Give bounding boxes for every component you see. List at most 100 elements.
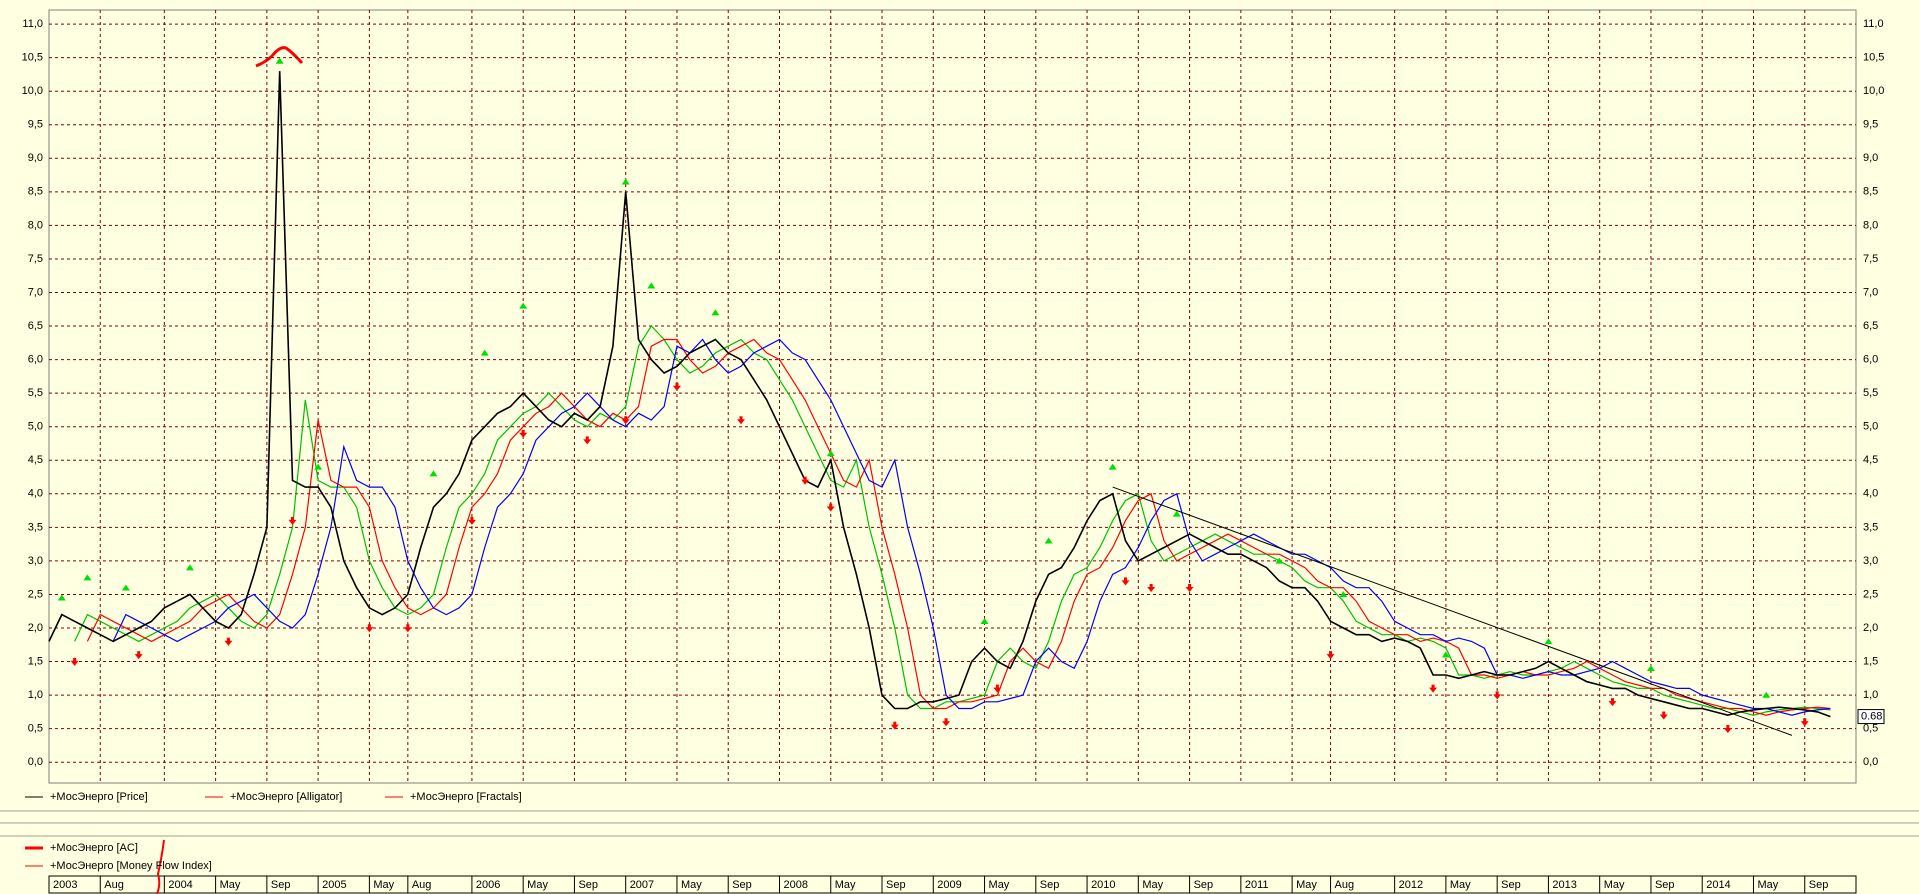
y-tick-label: 9,0: [28, 152, 43, 164]
fractal-down: [365, 624, 374, 633]
y-tick-label-right: 8,5: [1863, 186, 1878, 198]
y-tick-label-right: 9,0: [1863, 152, 1878, 164]
y-tick-label: 5,0: [28, 421, 43, 433]
y-tick-label-right: 6,5: [1863, 320, 1878, 332]
fractal-down: [1185, 584, 1194, 593]
plot-frame: [48, 9, 1857, 784]
x-tick-label: Sep: [271, 879, 291, 891]
last-value-box: [1857, 709, 1885, 725]
y-tick-label: 7,5: [28, 253, 43, 265]
x-tick-label: 2003: [53, 879, 77, 891]
x-tick-label: Sep: [1501, 879, 1521, 891]
fractal-down: [737, 416, 746, 425]
x-tick-label: 2011: [1245, 879, 1269, 891]
x-tick-label: 2004: [168, 879, 192, 891]
x-tick-label: May: [527, 879, 548, 891]
fractal-down: [1429, 684, 1438, 693]
legend-label: +МосЭнерго [Price]: [50, 791, 148, 803]
fractal-down: [942, 718, 951, 727]
fractal-down: [890, 721, 899, 730]
y-tick-label: 2,5: [28, 588, 43, 600]
x-tick-label: May: [1757, 879, 1778, 891]
x-tick-label: May: [220, 879, 241, 891]
y-tick-label: 11,0: [22, 18, 43, 30]
legend-label: +МосЭнерго [Alligator]: [230, 791, 342, 803]
fractal-down: [224, 637, 233, 646]
fractal-down: [801, 476, 810, 485]
y-tick-label-right: 2,0: [1863, 622, 1878, 634]
y-tick-label: 4,0: [28, 488, 43, 500]
fractal-down: [1121, 577, 1130, 586]
y-tick-label: 8,0: [28, 219, 43, 231]
y-tick-label: 5,5: [28, 387, 43, 399]
x-tick-label: May: [1142, 879, 1163, 891]
fractal-down: [1800, 718, 1809, 727]
hand-annotation: [255, 46, 304, 68]
y-tick-label-right: 3,0: [1863, 555, 1878, 567]
y-tick-label: 9,5: [28, 119, 43, 131]
y-tick-label-right: 4,0: [1863, 488, 1878, 500]
y-tick-label-right: 3,5: [1863, 521, 1878, 533]
price-line: [48, 71, 1831, 718]
y-tick-label-right: 0,0: [1863, 756, 1878, 768]
fractal-up: [480, 349, 489, 356]
fractal-up: [826, 450, 835, 457]
x-tick-label: May: [1296, 879, 1317, 891]
fractal-down: [1723, 724, 1732, 733]
fractal-down: [826, 503, 835, 512]
y-tick-label: 6,5: [28, 320, 43, 332]
fractal-down: [519, 429, 528, 438]
fractal-up: [1441, 651, 1450, 658]
alligator-line: [112, 338, 1831, 716]
x-tick-label: Aug: [412, 879, 432, 891]
y-tick-label: 10,5: [22, 52, 43, 64]
x-tick-label: May: [681, 879, 702, 891]
x-tick-label: Sep: [578, 879, 598, 891]
x-tick-label: May: [989, 879, 1010, 891]
fractal-down: [1493, 691, 1502, 700]
fractal-down: [583, 436, 592, 445]
fractal-up: [429, 470, 438, 477]
x-tick-label: 2005: [322, 879, 346, 891]
x-tick-label: Sep: [1040, 879, 1060, 891]
x-tick-label: Sep: [1655, 879, 1675, 891]
last-value-label: 0.68: [1861, 710, 1882, 722]
y-tick-label: 0,0: [28, 756, 43, 768]
fractal-up: [1646, 664, 1655, 671]
y-tick-label: 2,0: [28, 622, 43, 634]
y-tick-label: 7,0: [28, 286, 43, 298]
x-tick-label: 2010: [1091, 879, 1115, 891]
x-tick-label: Aug: [104, 879, 124, 891]
y-tick-label: 1,5: [28, 655, 43, 667]
fractal-up: [185, 564, 194, 571]
y-tick-label: 6,0: [28, 354, 43, 366]
fractal-down: [672, 382, 681, 391]
x-tick-label: Sep: [732, 879, 752, 891]
fractal-down: [993, 684, 1002, 693]
y-tick-label: 1,0: [28, 689, 43, 701]
x-tick-label: 2009: [937, 879, 961, 891]
x-tick-label: 2013: [1552, 879, 1576, 891]
fractal-up: [1172, 510, 1181, 517]
x-tick-label: Sep: [1809, 879, 1829, 891]
x-tick-label: 2014: [1706, 879, 1730, 891]
x-tick-label: 2012: [1399, 879, 1423, 891]
fractal-down: [621, 416, 630, 425]
y-tick-label-right: 10,5: [1863, 52, 1884, 64]
x-tick-label: Aug: [1335, 879, 1355, 891]
fractal-up: [1762, 691, 1771, 698]
alligator-line: [86, 338, 1831, 716]
y-tick-label-right: 5,0: [1863, 421, 1878, 433]
x-tick-label: May: [1604, 879, 1625, 891]
fractal-down: [403, 624, 412, 633]
y-tick-label-right: 11,0: [1863, 18, 1884, 30]
y-tick-label-right: 6,0: [1863, 354, 1878, 366]
fractal-up: [275, 57, 284, 64]
fractal-down: [1326, 651, 1335, 660]
y-tick-label: 10,0: [22, 85, 43, 97]
x-tick-label: 2007: [630, 879, 654, 891]
fractal-up: [647, 282, 656, 289]
fractal-down: [1659, 711, 1668, 720]
x-tick-label: May: [835, 879, 856, 891]
